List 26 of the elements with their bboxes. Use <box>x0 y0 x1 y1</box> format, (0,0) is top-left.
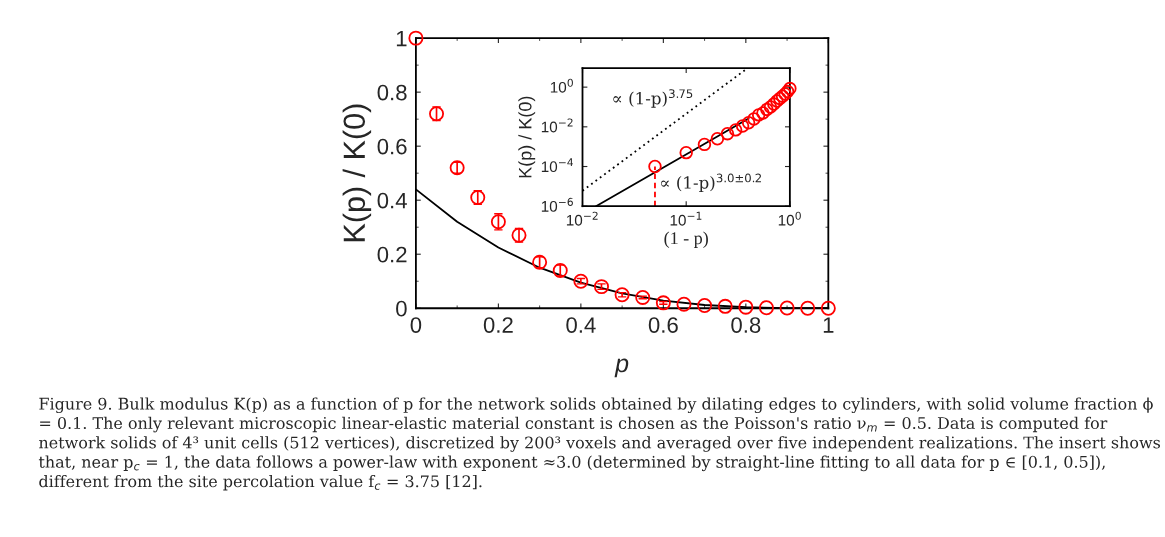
text: Figure 9. Bulk modulus K(p) as a function of p for the network solids obtained by dilating edges to cylinders, with solid volume fraction ϕ = 0.1. The only relevant microscopic linear-elastic material constant is chosen as the Poisson's ratio ν$_{m}$ = 0.5. Data is computed for network solids of 4³ unit cells (512 vertices), discretized by 200³ voxels and averaged over five independent realizations. The insert shows that, near p$_{c}$ = 1, the data follows a power-law with exponent ≈3.0 (determined by straight-line fitting to all data for p ∈ [0.1, 0.5]), different from the site percolation value f$_{c}$ = 3.75 [12]. <box>38 397 1161 491</box>
annotation: ∝ (1-p)$^{3.0±0.2}$ <box>661 173 761 193</box>
y-tick-label: 10$^{−4}$ <box>541 158 574 173</box>
x-tick-label: 0.2 <box>483 317 513 333</box>
y-tick-label: 0.8 <box>377 84 407 101</box>
x-tick-label: 10$^{−2}$ <box>566 211 598 226</box>
x-tick-label: 10$^{−1}$ <box>670 211 702 226</box>
x-tick-label: 10$^{0}$ <box>778 211 801 226</box>
x-tick-label: 0.4 <box>566 317 596 333</box>
y-tick-label: 10$^{−6}$ <box>541 197 573 212</box>
x-axis-title: (1 - p) <box>664 231 708 248</box>
y-tick-label: 10$^{−2}$ <box>541 118 573 133</box>
x-axis-title: p <box>614 358 629 378</box>
y-axis-title: K(p) / K(0) <box>518 96 536 178</box>
y-tick-label: 10$^{0}$ <box>550 78 573 93</box>
x-tick-label: 0.8 <box>731 317 761 333</box>
y-tick-label: 0.4 <box>377 192 407 209</box>
y-tick-label: 0 <box>396 300 407 317</box>
annotation: ∝ (1-p)$^{3.75}$ <box>613 89 693 108</box>
x-tick-label: 0 <box>410 317 422 333</box>
x-tick-label: 1 <box>823 317 834 333</box>
y-tick-label: 1 <box>396 30 407 47</box>
y-tick-label: 0.2 <box>377 246 407 263</box>
y-axis-title: K(p) / K(0) <box>342 104 372 242</box>
y-tick-label: 0.6 <box>377 138 407 155</box>
x-tick-label: 0.6 <box>648 317 678 333</box>
